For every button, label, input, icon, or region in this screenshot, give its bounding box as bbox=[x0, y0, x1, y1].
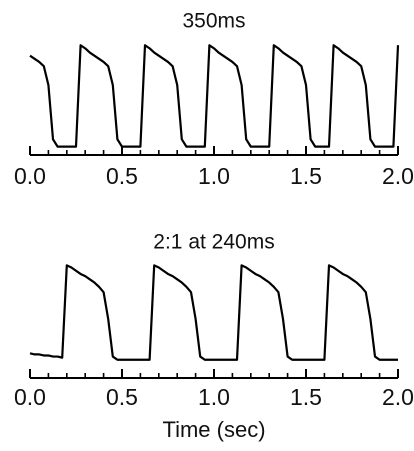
x-tick-label: 1.0 bbox=[198, 163, 230, 189]
x-tick-label: 1.5 bbox=[290, 163, 322, 189]
x-tick-label: 0.5 bbox=[106, 384, 138, 410]
x-tick-label: 0.0 bbox=[14, 163, 46, 189]
x-tick-label: 2.0 bbox=[382, 163, 414, 189]
trace bbox=[29, 44, 400, 148]
x-tick-label: 1.0 bbox=[198, 384, 230, 410]
chart-title: 2:1 at 240ms bbox=[153, 231, 274, 254]
x-tick-label: 1.5 bbox=[290, 384, 322, 410]
x-tick-label: 0.0 bbox=[14, 384, 46, 410]
x-tick-label: 0.5 bbox=[106, 163, 138, 189]
x-axis-label: Time (sec) bbox=[162, 417, 265, 442]
x-tick-label: 2.0 bbox=[382, 384, 414, 410]
chart-title: 350ms bbox=[182, 10, 245, 33]
trace bbox=[29, 264, 398, 361]
